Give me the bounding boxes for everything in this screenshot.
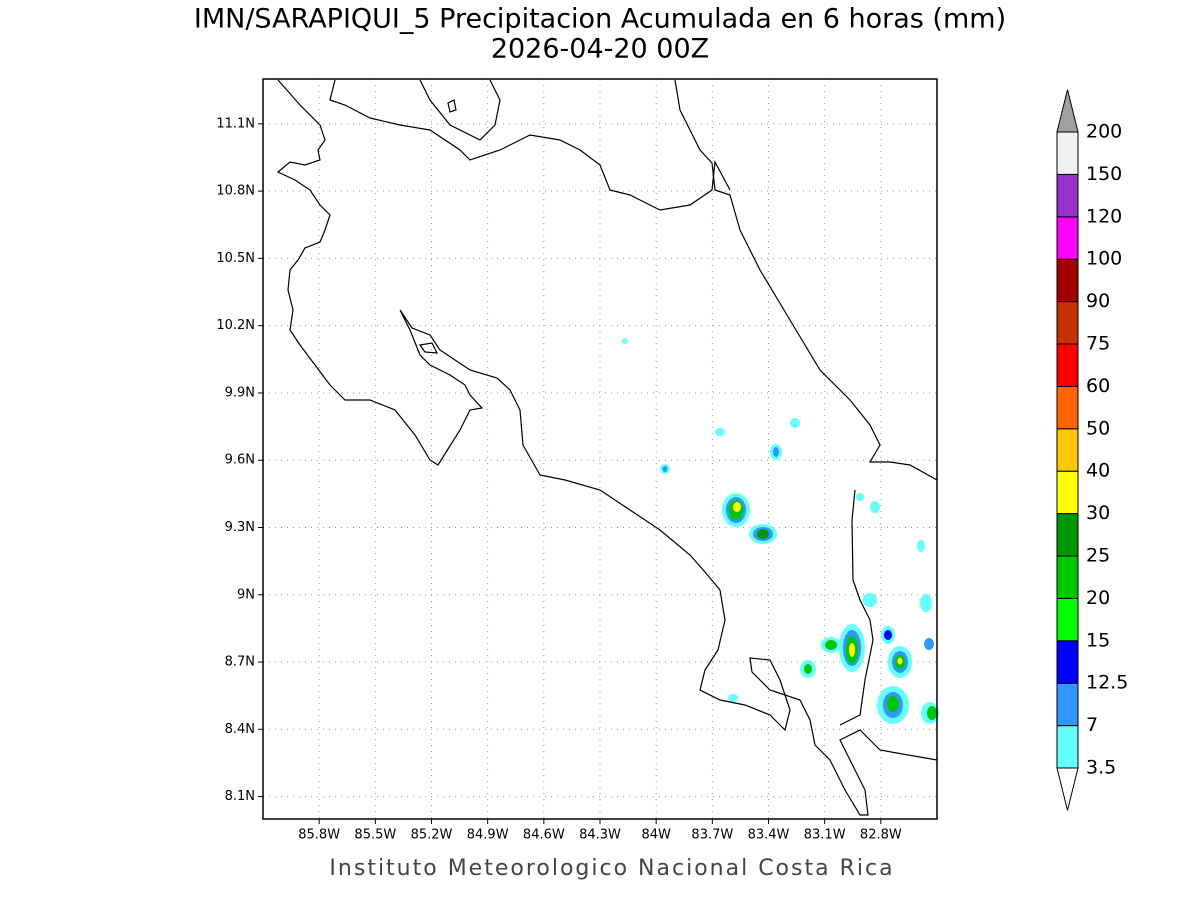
map-frame xyxy=(262,78,938,820)
colorbar-box xyxy=(1056,385,1079,430)
lat-tick-label: 9.9N xyxy=(225,385,255,400)
lon-tick-label: 84W xyxy=(641,828,671,843)
lon-tick-label: 83.1W xyxy=(804,828,846,843)
lat-tick-label: 10.2N xyxy=(216,318,255,333)
grid xyxy=(263,79,937,819)
lat-tick-label: 9.6N xyxy=(225,453,255,468)
colorbar-label: 20 xyxy=(1086,587,1110,609)
colorbar-box xyxy=(1056,301,1079,345)
lon-tick-label: 83.4W xyxy=(748,828,790,843)
lat-tick-label: 10.5N xyxy=(216,251,255,266)
colorbar-box xyxy=(1056,725,1079,769)
lon-tick-label: 84.6W xyxy=(523,828,565,843)
colorbar-label: 40 xyxy=(1086,460,1110,482)
colorbar: 3.5 7 12.5 15 20 25 30 40 50 60 75 90 100 120 150 200 xyxy=(1056,89,1128,811)
colorbar-label: 200 xyxy=(1086,121,1122,143)
colorbar-box xyxy=(1056,470,1079,515)
colorbar-box xyxy=(1056,343,1079,387)
title: IMN/SARAPIQUI_5 Precipitacion Acumulada … xyxy=(194,4,1006,35)
colorbar-box xyxy=(1056,428,1079,472)
coastlines xyxy=(276,79,938,816)
lon-tick-label: 85.2W xyxy=(411,828,453,843)
lon-tick-label: 83.7W xyxy=(691,828,733,843)
lon-tick-label: 82.8W xyxy=(860,828,902,843)
colorbar-box xyxy=(1056,216,1079,260)
colorbar-label: 30 xyxy=(1086,502,1110,524)
lat-tick-label: 10.8N xyxy=(216,184,255,199)
colorbar-label: 120 xyxy=(1086,205,1122,227)
colorbar-label: 90 xyxy=(1086,290,1110,312)
colorbar-box xyxy=(1056,131,1079,175)
colorbar-label: 25 xyxy=(1086,545,1110,567)
footer: Instituto Meteorologico Nacional Costa R… xyxy=(329,856,894,881)
colorbar-box xyxy=(1056,173,1079,218)
lon-tick-label: 84.9W xyxy=(467,828,509,843)
lon-tick-label: 85.8W xyxy=(298,828,340,843)
colorbar-label: 100 xyxy=(1086,248,1122,270)
colorbar-below xyxy=(1056,767,1079,811)
colorbar-label: 15 xyxy=(1086,629,1110,651)
precipitation-fields xyxy=(622,338,939,724)
lon-tick-label: 84.3W xyxy=(579,828,621,843)
colorbar-label: 50 xyxy=(1086,417,1110,439)
lat-tick-label: 9N xyxy=(237,587,255,602)
colorbar-label: 7 xyxy=(1086,714,1098,736)
colorbar-label: 75 xyxy=(1086,333,1110,355)
colorbar-box xyxy=(1056,258,1079,303)
subtitle: 2026-04-20 00Z xyxy=(491,34,709,65)
colorbar-label: 60 xyxy=(1086,375,1110,397)
colorbar-label: 12.5 xyxy=(1086,672,1128,694)
colorbar-label: 150 xyxy=(1086,163,1122,185)
lat-tick-label: 8.4N xyxy=(225,722,255,737)
lat-tick-label: 8.1N xyxy=(225,789,255,804)
lat-tick-label: 8.7N xyxy=(225,655,255,670)
colorbar-above xyxy=(1056,89,1079,133)
colorbar-label: 3.5 xyxy=(1086,757,1116,779)
colorbar-box xyxy=(1056,682,1079,727)
lat-tick-label: 9.3N xyxy=(225,520,255,535)
lon-tick-label: 85.5W xyxy=(354,828,396,843)
lat-tick-label: 11.1N xyxy=(216,116,255,131)
colorbar-box xyxy=(1056,555,1079,599)
colorbar-box xyxy=(1056,513,1079,557)
colorbar-box xyxy=(1056,640,1079,684)
colorbar-box xyxy=(1056,597,1079,642)
